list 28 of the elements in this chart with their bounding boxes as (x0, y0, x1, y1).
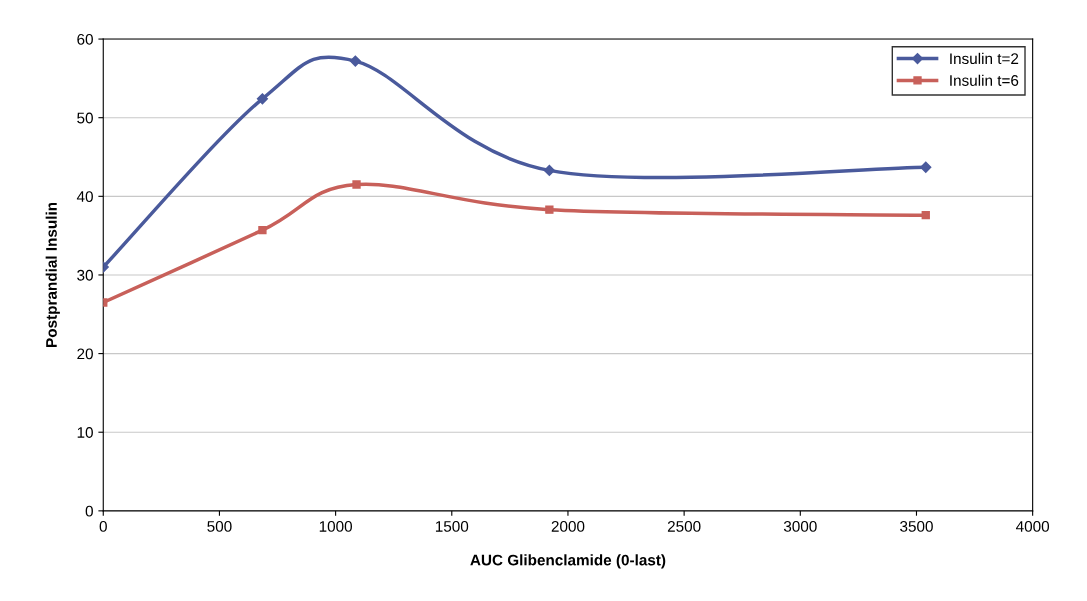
x-tick-label: 2500 (667, 520, 701, 532)
legend-label: Insulin t=6 (950, 74, 1019, 86)
point (352, 180, 361, 189)
point (349, 55, 361, 67)
x-tick-label: 2000 (551, 520, 585, 532)
point (545, 205, 554, 214)
point (258, 225, 267, 235)
y-tick-label: 30 (77, 269, 93, 281)
x-tick-label: 4000 (1016, 520, 1050, 532)
point (920, 161, 932, 173)
y-tick-label: 20 (77, 348, 93, 360)
y-tick-label: 40 (76, 191, 93, 203)
y-axis-title: Postprandial Insulin (45, 202, 60, 347)
x-tick-label: 3500 (900, 520, 933, 532)
x-axis-title: AUC Glibenclamide (0-last) (470, 554, 666, 569)
x-tick-label: 500 (207, 520, 232, 532)
y-tick-label: 0 (85, 505, 93, 517)
y-tick-label: 50 (77, 112, 93, 124)
y-tick-label: 60 (77, 33, 93, 45)
x-tick-label: 1500 (435, 520, 469, 532)
x-tick-label: 1000 (319, 520, 353, 532)
point (921, 211, 930, 220)
x-tick-label: 0 (99, 520, 107, 532)
point (543, 164, 555, 176)
x-tick-label: 3000 (783, 520, 817, 532)
y-tick-label: 10 (77, 427, 93, 438)
point (256, 93, 269, 105)
legend-label: Insulin t=2 (950, 52, 1019, 65)
